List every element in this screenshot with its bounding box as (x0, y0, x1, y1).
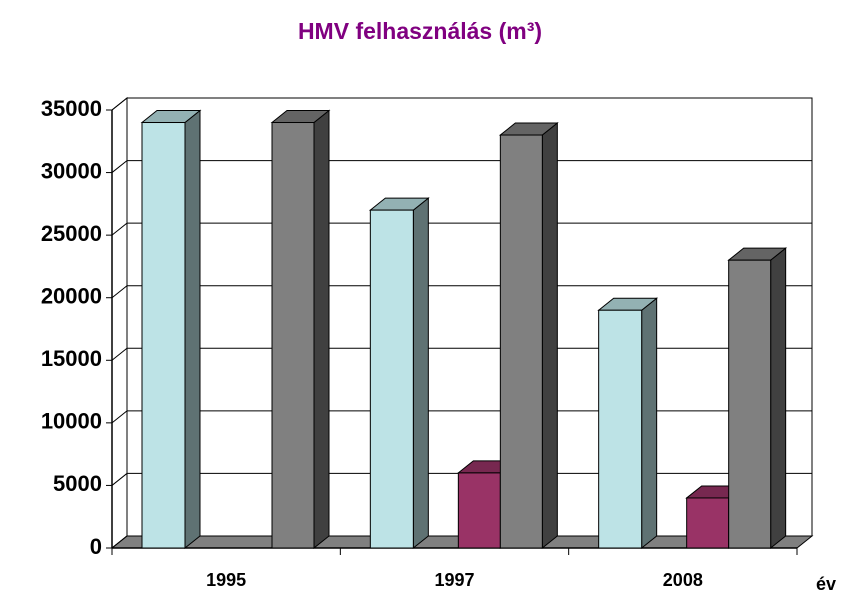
x-tick-label: 1995 (206, 570, 246, 590)
grid-line (111, 222, 812, 236)
x-axis-label: év (816, 574, 836, 594)
y-tick-label: 0 (90, 534, 102, 559)
grid-line (111, 410, 812, 424)
y-tick-label: 5000 (53, 471, 102, 496)
bar-side (541, 121, 558, 550)
bar (369, 209, 414, 549)
bar-side (412, 197, 429, 550)
bar-side (184, 109, 201, 550)
side-wall (111, 96, 128, 550)
grid-line (111, 160, 812, 173)
bar (457, 472, 501, 549)
grid-line (111, 472, 812, 486)
y-tick-label: 30000 (41, 158, 102, 183)
bar-side (770, 247, 787, 550)
y-tick-label: 35000 (41, 96, 102, 121)
bar (499, 134, 543, 549)
x-tick-label: 2008 (663, 570, 703, 590)
y-tick-label: 15000 (41, 346, 102, 371)
chart-title: HMV felhasználás (m³) (298, 18, 542, 44)
bar (728, 259, 772, 549)
bar-side (641, 297, 658, 550)
y-tick-label: 20000 (41, 284, 102, 309)
grid-line (111, 535, 812, 549)
bar (686, 497, 730, 549)
bar (271, 122, 315, 549)
bar-side (313, 109, 330, 550)
grid-line (111, 285, 812, 299)
bar (598, 309, 643, 549)
grid-line (111, 97, 812, 111)
y-tick-label: 10000 (41, 409, 102, 434)
grid-line (111, 347, 812, 361)
x-tick-label: 1997 (434, 570, 474, 590)
y-tick-label: 25000 (41, 221, 102, 246)
bar (141, 122, 186, 549)
